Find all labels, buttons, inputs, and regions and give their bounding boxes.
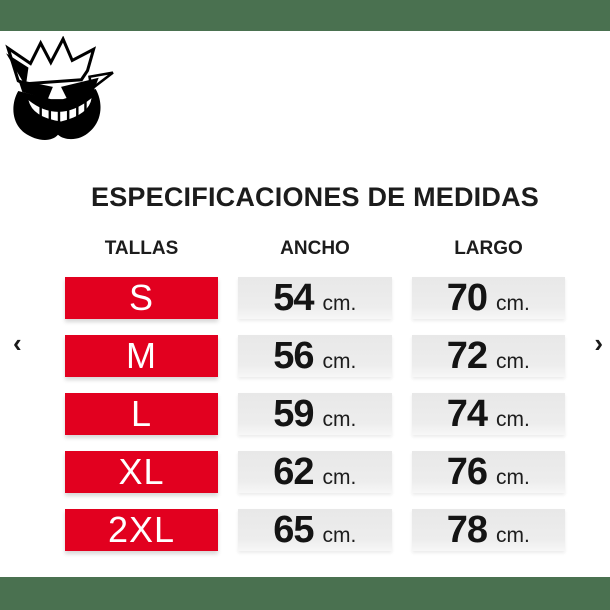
carousel-prev-button[interactable]: ‹: [13, 328, 22, 358]
page-background-bottom-band: [0, 577, 610, 610]
length-value: 76: [446, 451, 488, 493]
unit-label: cm.: [495, 466, 530, 489]
width-value: 65: [273, 509, 314, 551]
table-row: S 54 cm. 70 cm.: [65, 277, 565, 319]
table-row: 2XL 65 cm. 78 cm.: [65, 509, 565, 551]
size-badge: 2XL: [65, 509, 218, 551]
size-badge: XL: [65, 451, 218, 493]
length-cell: 72 cm.: [411, 335, 565, 377]
column-header-tallas: TALLAS: [104, 238, 179, 259]
size-badge: S: [65, 277, 218, 319]
unit-label: cm.: [495, 408, 530, 431]
length-cell: 74 cm.: [411, 393, 565, 435]
column-header-ancho: ANCHO: [280, 238, 350, 259]
carousel-next-button[interactable]: ›: [594, 328, 603, 358]
table-row: XL 62 cm. 76 cm.: [65, 451, 565, 493]
width-value: 59: [273, 393, 314, 435]
length-value: 72: [446, 335, 488, 377]
length-value: 78: [446, 509, 488, 551]
length-cell: 70 cm.: [411, 277, 565, 319]
length-value: 74: [446, 393, 488, 435]
unit-label: cm.: [322, 350, 357, 373]
unit-label: cm.: [495, 292, 530, 315]
length-cell: 78 cm.: [411, 509, 565, 551]
page-title: ESPECIFICACIONES DE MEDIDAS: [91, 182, 539, 212]
column-header-largo: LARGO: [454, 238, 523, 259]
table-row: M 56 cm. 72 cm.: [65, 335, 565, 377]
width-cell: 65 cm.: [238, 509, 392, 551]
width-value: 54: [273, 277, 314, 319]
size-badge: M: [65, 335, 218, 377]
width-cell: 62 cm.: [238, 451, 392, 493]
width-cell: 59 cm.: [238, 393, 392, 435]
unit-label: cm.: [322, 524, 357, 547]
gengar-logo-icon: [5, 36, 114, 140]
length-value: 70: [446, 277, 488, 319]
width-cell: 54 cm.: [238, 277, 392, 319]
unit-label: cm.: [322, 292, 357, 315]
unit-label: cm.: [495, 524, 530, 547]
unit-label: cm.: [495, 350, 530, 373]
width-value: 62: [273, 451, 314, 493]
unit-label: cm.: [322, 408, 357, 431]
width-value: 56: [273, 335, 314, 377]
page-background-top-band: [0, 0, 610, 31]
table-row: L 59 cm. 74 cm.: [65, 393, 565, 435]
unit-label: cm.: [322, 466, 357, 489]
length-cell: 76 cm.: [411, 451, 565, 493]
size-table: S 54 cm. 70 cm. M 56 cm. 72 cm. L 59 cm. 74 cm…: [65, 277, 565, 551]
size-badge: L: [65, 393, 218, 435]
table-header-row: TALLAS ANCHO LARGO: [65, 238, 565, 260]
width-cell: 56 cm.: [238, 335, 392, 377]
